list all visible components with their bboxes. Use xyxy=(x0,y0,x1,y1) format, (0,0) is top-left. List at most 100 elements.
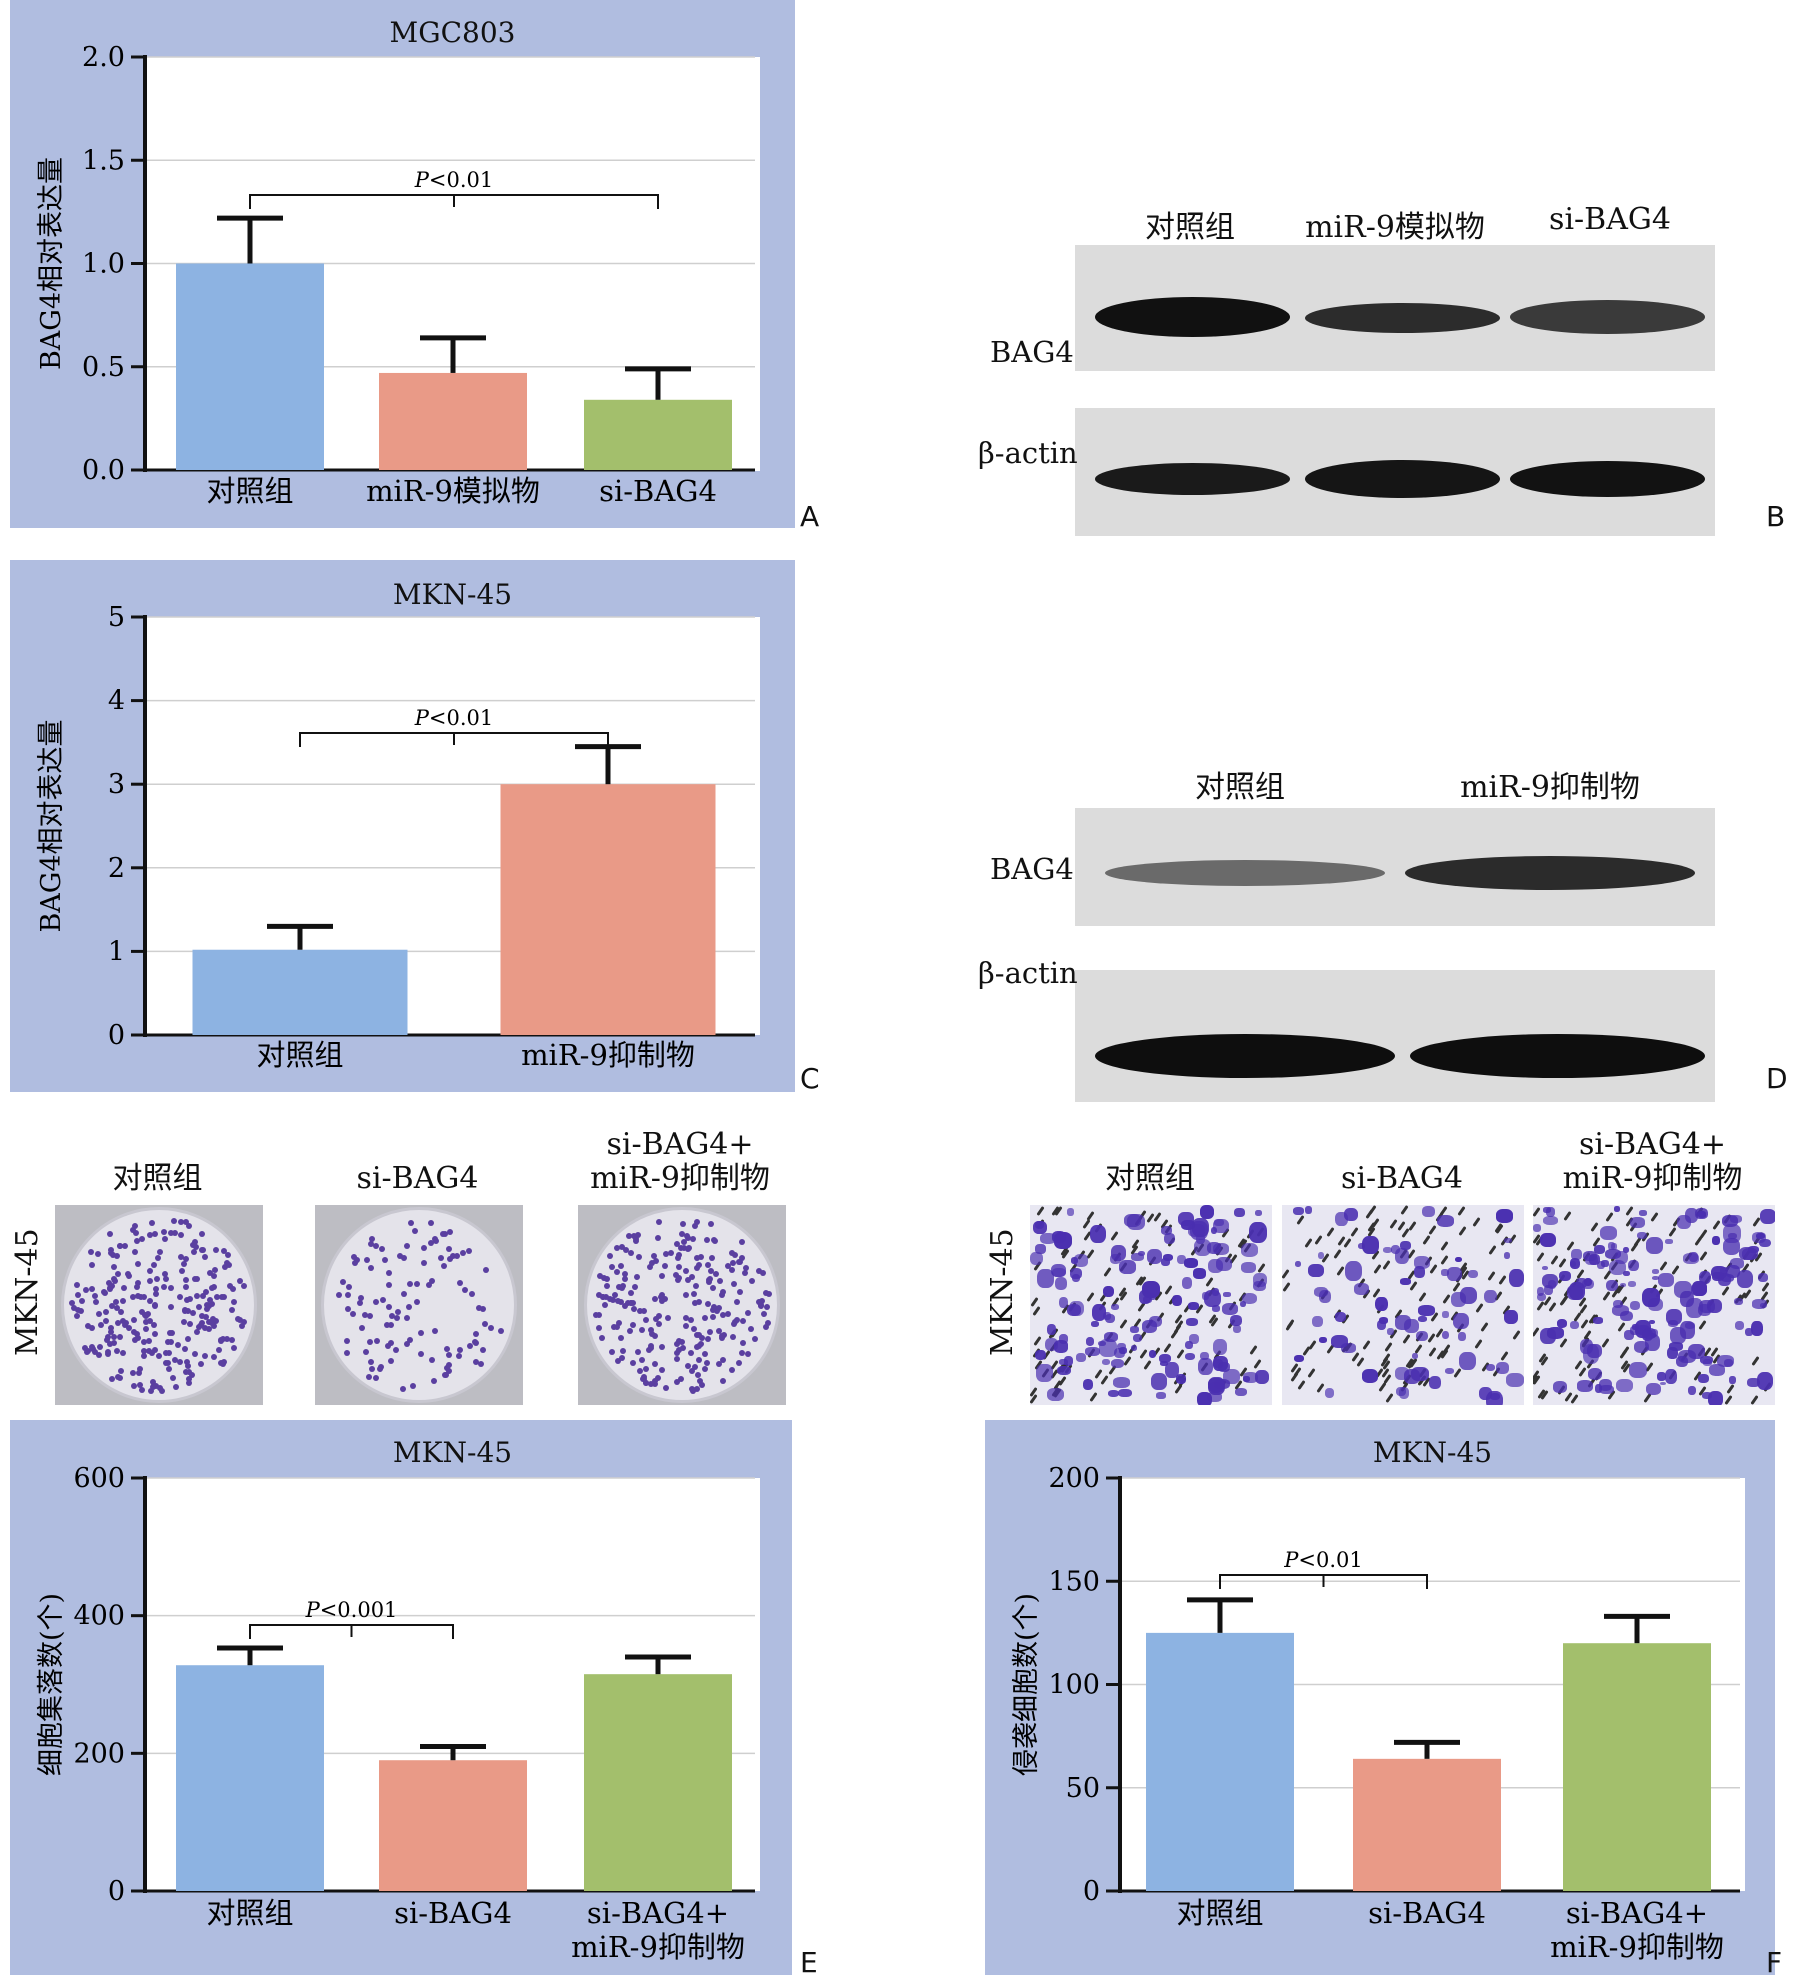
colony-dot xyxy=(643,1317,650,1324)
colony-dot xyxy=(627,1250,634,1257)
colony-dot xyxy=(174,1341,181,1348)
panel-f-ytick-label: 50 xyxy=(1066,1773,1100,1804)
invaded-cell xyxy=(1680,1321,1696,1339)
invaded-cell xyxy=(1576,1277,1587,1289)
invaded-cell xyxy=(1163,1233,1176,1245)
colony-dot xyxy=(185,1335,192,1342)
colony-dot xyxy=(475,1305,482,1312)
invaded-cell xyxy=(1692,1281,1707,1297)
colony-dot xyxy=(165,1365,172,1372)
colony-dot xyxy=(731,1320,738,1327)
colony-dot xyxy=(191,1351,198,1358)
colony-dot xyxy=(685,1363,692,1370)
invaded-cell xyxy=(1044,1338,1058,1352)
colony-dot xyxy=(167,1304,174,1311)
colony-dot xyxy=(647,1327,654,1334)
colony-dot xyxy=(618,1298,625,1305)
invasion-header-0: 对照组 xyxy=(1105,1161,1195,1196)
panel-f-significance-label: P<0.01 xyxy=(1283,1548,1363,1572)
invaded-cell xyxy=(1050,1263,1067,1277)
colony-dot xyxy=(384,1321,391,1328)
colony-dot xyxy=(634,1274,641,1281)
colony-dot xyxy=(744,1351,751,1358)
colony-dot xyxy=(428,1239,435,1246)
colony-dot xyxy=(131,1248,138,1255)
colony-dot xyxy=(229,1336,236,1343)
colony-dot xyxy=(164,1359,171,1366)
panel-a-bar-1 xyxy=(379,372,527,470)
invaded-cell xyxy=(1657,1372,1666,1382)
colony-dot xyxy=(223,1336,230,1343)
invaded-cell xyxy=(1708,1363,1725,1377)
invaded-cell xyxy=(1542,1216,1559,1226)
colony-dot xyxy=(153,1383,160,1390)
invaded-cell xyxy=(1729,1258,1745,1269)
invaded-cell xyxy=(1569,1258,1581,1269)
colony-dot xyxy=(639,1356,646,1363)
colony-dot xyxy=(479,1346,486,1353)
colony-dot xyxy=(388,1340,395,1347)
colony-dot xyxy=(336,1291,343,1298)
colony-dot xyxy=(658,1366,665,1373)
colony-dot xyxy=(614,1245,621,1251)
colony-dot xyxy=(91,1292,98,1299)
invaded-cell xyxy=(1468,1269,1478,1279)
colony-dot xyxy=(740,1339,747,1346)
invaded-cell xyxy=(1160,1360,1168,1366)
colony-dot xyxy=(704,1300,711,1307)
invaded-cell xyxy=(1076,1353,1086,1362)
invaded-cell xyxy=(1255,1209,1263,1217)
panel-e-category-label-2: si-BAG4+ miR-9抑制物 xyxy=(571,1896,745,1964)
invaded-cell xyxy=(1361,1369,1378,1383)
invaded-cell xyxy=(1689,1252,1699,1262)
colony-dot xyxy=(225,1251,232,1258)
colony-dot xyxy=(456,1346,463,1353)
colony-dot xyxy=(147,1278,154,1285)
panel-f-category-label-2: si-BAG4+ miR-9抑制物 xyxy=(1550,1896,1724,1964)
invaded-cell xyxy=(1630,1217,1645,1229)
colony-dot xyxy=(149,1220,156,1227)
colony-dot xyxy=(88,1324,95,1331)
colony-dot xyxy=(624,1299,631,1306)
colony-dot xyxy=(760,1269,767,1276)
colony-dot xyxy=(218,1337,225,1344)
invaded-cell xyxy=(1452,1312,1469,1329)
colony-dot xyxy=(679,1339,686,1346)
colony-dot xyxy=(607,1295,614,1302)
colony-dot xyxy=(703,1237,710,1244)
colony-dot xyxy=(742,1269,749,1276)
colony-dot xyxy=(674,1350,681,1357)
colony-dot xyxy=(719,1291,726,1298)
colony-dot xyxy=(368,1365,375,1372)
colony-dot xyxy=(382,1257,389,1264)
colony-dot xyxy=(108,1325,115,1332)
invaded-cell xyxy=(1587,1343,1602,1359)
invaded-cell xyxy=(1308,1264,1324,1278)
invaded-cell xyxy=(1132,1333,1143,1343)
invaded-cell xyxy=(1628,1259,1640,1272)
colony-dot xyxy=(692,1299,699,1306)
colony-dot xyxy=(696,1356,702,1363)
colony-dot xyxy=(114,1305,121,1312)
colony-dot xyxy=(403,1315,410,1322)
colony-dot xyxy=(104,1350,111,1357)
invaded-cell xyxy=(1623,1270,1630,1277)
invaded-cell xyxy=(1608,1241,1615,1250)
invaded-cell xyxy=(1242,1372,1258,1384)
invaded-cell xyxy=(1422,1205,1436,1217)
colony-dot xyxy=(169,1375,176,1382)
panel-letter-d: D xyxy=(1766,1062,1788,1095)
colony-dot xyxy=(673,1272,680,1279)
colony-dot xyxy=(112,1298,119,1305)
panel-f-bar-1 xyxy=(1353,1758,1501,1891)
colony-dot xyxy=(478,1361,485,1368)
invaded-cell xyxy=(1107,1389,1120,1397)
panel-e-ytick-label: 400 xyxy=(73,1601,125,1632)
colony-dot xyxy=(729,1259,736,1266)
colony-dot xyxy=(107,1328,114,1335)
invaded-cell xyxy=(1354,1282,1369,1295)
colony-dot xyxy=(109,1302,116,1309)
colony-dot xyxy=(133,1284,140,1291)
colony-dot xyxy=(674,1255,681,1262)
colony-dot xyxy=(373,1337,380,1344)
